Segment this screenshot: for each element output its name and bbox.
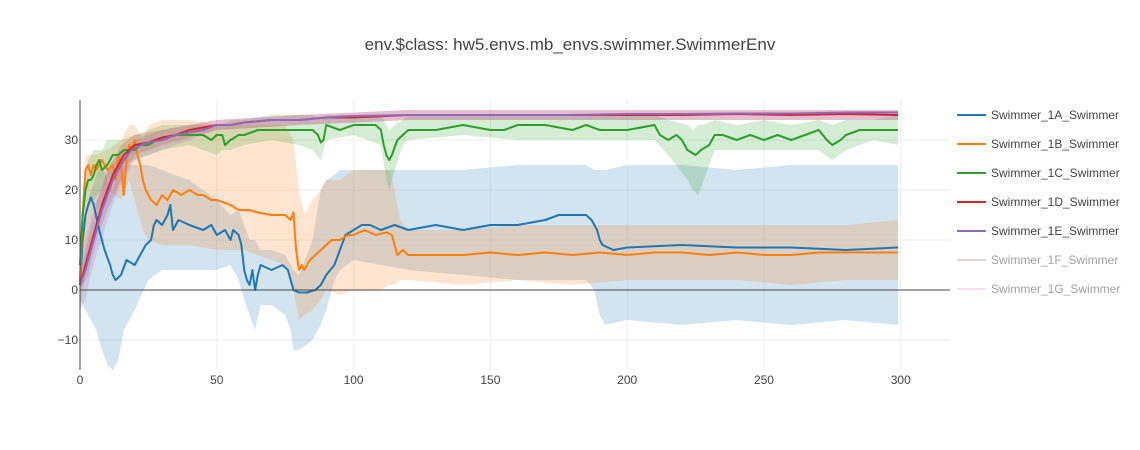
y-tick-label: 0: [71, 283, 78, 297]
series-band: [80, 115, 898, 280]
legend-item[interactable]: Swimmer_1G_Swimmer: [957, 282, 1120, 296]
chart-title: env.$class: hw5.envs.mb_envs.swimmer.Swi…: [365, 35, 776, 54]
legend-label: Swimmer_1C_Swimmer: [991, 166, 1120, 180]
legend-item[interactable]: Swimmer_1D_Swimmer: [957, 195, 1120, 209]
legend[interactable]: Swimmer_1A_Swimmer Swimmer_1B_Swimmer Swim…: [957, 108, 1120, 296]
x-tick-label: 150: [480, 373, 500, 387]
series-band: [80, 120, 898, 320]
y-tick-label: 20: [65, 183, 79, 197]
x-tick-label: 200: [617, 373, 637, 387]
legend-label: Swimmer_1G_Swimmer: [991, 282, 1120, 296]
series-bands: [80, 110, 898, 370]
x-tick-label: 100: [344, 373, 364, 387]
legend-item[interactable]: Swimmer_1E_Swimmer: [957, 224, 1119, 238]
x-tick-label: 300: [891, 373, 911, 387]
legend-item[interactable]: Swimmer_1B_Swimmer: [957, 137, 1119, 151]
grid: [80, 100, 950, 370]
y-tick-label: −10: [58, 333, 79, 347]
series-line: [79, 124, 898, 266]
series-lines: [79, 111, 899, 294]
legend-label: Swimmer_1D_Swimmer: [991, 195, 1120, 209]
legend-label: Swimmer_1E_Swimmer: [991, 224, 1119, 238]
y-tick-label: 30: [65, 133, 79, 147]
x-tick-label: 0: [77, 373, 84, 387]
x-tick-label: 250: [754, 373, 774, 387]
legend-item[interactable]: Swimmer_1F_Swimmer: [957, 253, 1118, 267]
series-band: [80, 165, 898, 370]
legend-label: Swimmer_1F_Swimmer: [991, 253, 1118, 267]
legend-label: Swimmer_1A_Swimmer: [991, 108, 1119, 122]
legend-item[interactable]: Swimmer_1C_Swimmer: [957, 166, 1120, 180]
series-line: [79, 139, 898, 281]
series-line: [79, 111, 898, 286]
series-line: [79, 196, 899, 294]
legend-label: Swimmer_1B_Swimmer: [991, 137, 1119, 151]
legend-item[interactable]: Swimmer_1A_Swimmer: [957, 108, 1119, 122]
y-tick-label: 10: [65, 233, 79, 247]
x-tick-label: 50: [210, 373, 224, 387]
axes: [79, 100, 950, 370]
tick-labels: 0 50 100 150 200 250 300 −10 0 10 20 30: [58, 133, 911, 387]
